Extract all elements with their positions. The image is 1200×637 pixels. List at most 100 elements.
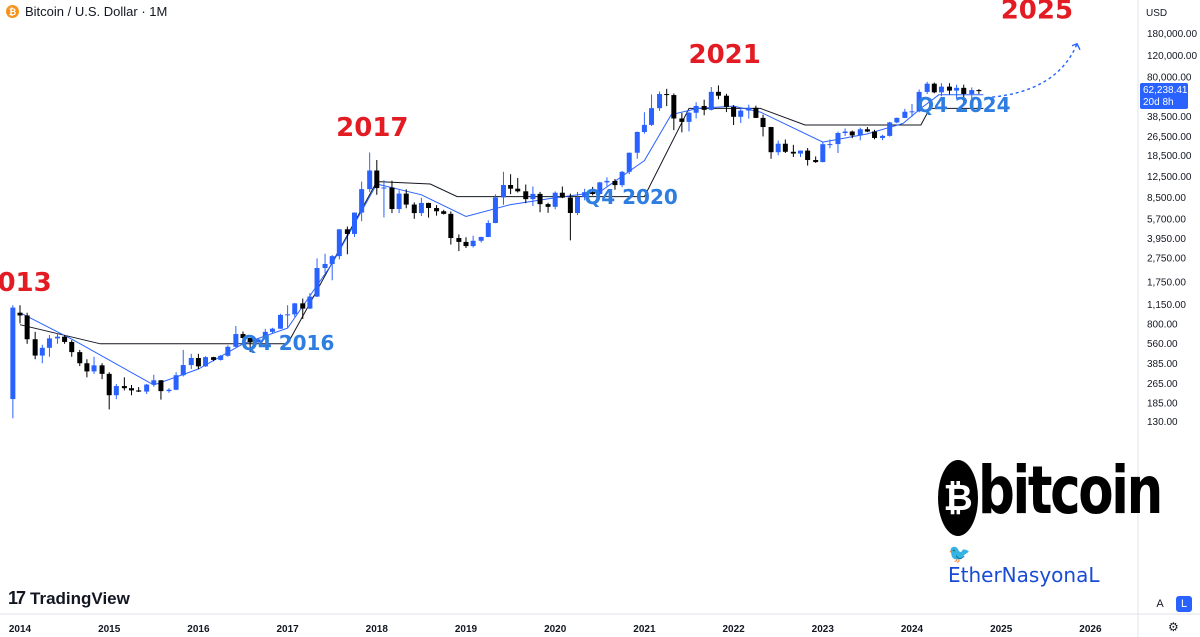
gear-icon[interactable]: ⚙ xyxy=(1168,620,1179,634)
candle-body xyxy=(626,152,632,172)
candle xyxy=(359,181,365,222)
price-tag-value: 62,238.41 xyxy=(1143,85,1188,96)
candle xyxy=(307,293,313,310)
candle xyxy=(827,139,833,149)
x-tick-label: 2019 xyxy=(455,624,478,635)
candle-body xyxy=(924,83,930,92)
candle xyxy=(344,226,350,255)
y-tick-label: 2,750.00 xyxy=(1147,253,1186,264)
candle-body xyxy=(775,143,781,153)
candle-body xyxy=(180,365,186,376)
candle-body xyxy=(798,150,803,154)
candle xyxy=(916,89,922,113)
bitcoin-logo-icon: ₿ xyxy=(6,5,19,18)
candle xyxy=(619,170,625,188)
candle-body xyxy=(203,357,209,367)
y-tick-label: 12,500.00 xyxy=(1147,172,1192,183)
candle xyxy=(701,99,707,116)
candle xyxy=(760,114,766,137)
y-tick-label: 1,150.00 xyxy=(1147,300,1186,311)
candle xyxy=(887,121,893,137)
candle-body xyxy=(359,189,365,213)
candle xyxy=(835,131,841,154)
candle-body xyxy=(753,107,759,118)
auto-scale-button[interactable]: A xyxy=(1156,598,1164,610)
candle xyxy=(352,212,357,237)
candle-body xyxy=(144,384,150,392)
candle-body xyxy=(113,386,119,396)
currency-label[interactable]: USD xyxy=(1146,7,1168,19)
candle xyxy=(723,93,729,113)
candle xyxy=(24,312,30,344)
tradingview-logo[interactable]: 17 TradingView xyxy=(8,588,130,609)
twitter-bird-icon: 🐦 xyxy=(948,544,971,564)
candle-body xyxy=(99,365,105,374)
candle xyxy=(129,385,134,396)
tradingview-wordmark: TradingView xyxy=(30,588,130,608)
candle xyxy=(225,345,231,357)
candle-body xyxy=(931,83,937,93)
candle xyxy=(381,180,387,218)
candle-body xyxy=(768,127,774,153)
x-tick-label: 2020 xyxy=(544,624,567,635)
candle-body xyxy=(166,389,172,392)
tradingview-mark-icon: 17 xyxy=(8,588,26,608)
y-tick-label: 800.00 xyxy=(1147,320,1178,331)
candle-body xyxy=(17,312,23,316)
candle-body xyxy=(240,334,246,339)
y-tick-label: 265.00 xyxy=(1147,379,1178,390)
candle xyxy=(314,258,320,297)
candle-body xyxy=(225,346,231,356)
candle xyxy=(255,338,261,343)
y-tick-label: 3,950.00 xyxy=(1147,234,1186,245)
candle-body xyxy=(954,87,960,91)
candle xyxy=(567,193,573,241)
candle xyxy=(969,87,975,101)
candle xyxy=(389,180,395,214)
candle xyxy=(590,186,596,196)
candle-body xyxy=(634,131,640,153)
candle-body xyxy=(329,256,335,264)
candle-body xyxy=(515,188,521,192)
candle-body xyxy=(300,303,306,309)
candle xyxy=(463,237,469,248)
candle xyxy=(62,335,68,344)
y-tick-label: 18,500.00 xyxy=(1147,151,1192,162)
x-tick-label: 2026 xyxy=(1079,624,1102,635)
candle xyxy=(411,202,417,219)
candle xyxy=(961,84,967,104)
candle-body xyxy=(277,314,283,329)
projection-arrowhead xyxy=(1071,42,1081,51)
candle-body xyxy=(790,151,796,154)
log-scale-button[interactable]: L xyxy=(1176,596,1192,612)
candle xyxy=(671,93,677,131)
candle xyxy=(813,156,819,163)
candle xyxy=(500,171,506,205)
candle-body xyxy=(151,380,157,385)
candle-body xyxy=(121,386,127,389)
candle xyxy=(136,387,142,393)
candle-body xyxy=(173,375,179,390)
candle xyxy=(396,190,402,214)
candle-body xyxy=(396,193,402,210)
candle-body xyxy=(32,339,38,356)
candle-body xyxy=(842,131,848,134)
candle-body xyxy=(612,180,618,186)
cycle-year-label: 2021 xyxy=(688,40,760,70)
candle-body xyxy=(701,105,707,110)
price-tag-countdown: 20d 8h xyxy=(1143,97,1174,108)
candle-body xyxy=(478,236,484,241)
symbol-title[interactable]: Bitcoin / U.S. Dollar · 1M xyxy=(25,4,168,19)
candle xyxy=(456,234,462,252)
candle-body xyxy=(880,135,886,138)
quarter-label: Q4 2020 xyxy=(584,185,678,209)
candle xyxy=(894,117,900,124)
candle-body xyxy=(426,202,432,209)
candle-body xyxy=(916,91,922,112)
candle-body xyxy=(723,95,729,107)
candle-body xyxy=(946,86,952,91)
candle-body xyxy=(441,211,447,214)
candle xyxy=(247,337,253,353)
candle-body xyxy=(552,192,558,207)
